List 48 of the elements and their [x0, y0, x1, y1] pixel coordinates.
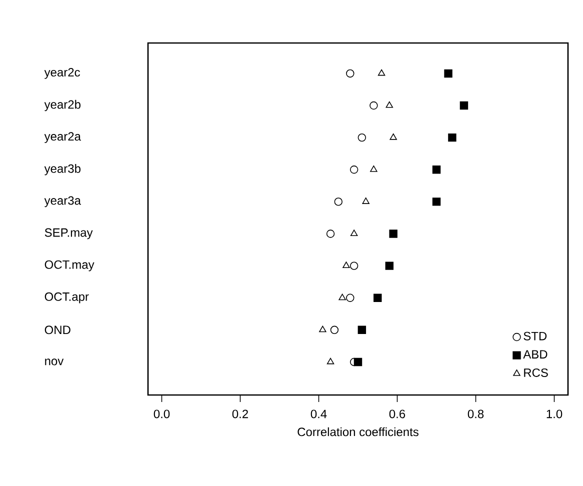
y-tick-label: year2a: [44, 132, 81, 144]
point: [350, 262, 358, 270]
y-tick-label: year2b: [44, 100, 80, 112]
point: [346, 294, 354, 302]
point: [444, 69, 452, 78]
y-tick-label: SEP.may: [44, 228, 93, 240]
point: [385, 262, 394, 270]
y-tick-label: OND: [44, 326, 70, 334]
x-tick-label: 0.8: [468, 410, 484, 418]
point: [338, 294, 346, 300]
x-tick-label: 0.6: [389, 410, 406, 418]
point: [460, 101, 468, 110]
point: [390, 133, 397, 140]
point: [350, 230, 358, 236]
legend-label: STD: [524, 332, 547, 340]
point: [358, 133, 366, 142]
point: [334, 198, 342, 206]
y-tick-label: year3a: [44, 196, 81, 208]
y-tick-label: OCT.may: [44, 260, 94, 272]
x-tick-label: 0.0: [154, 410, 170, 418]
point: [358, 326, 366, 334]
point: [350, 166, 358, 174]
point: [370, 101, 378, 110]
point: [432, 198, 441, 206]
point: [378, 69, 386, 76]
x-tick-label: 0.4: [310, 410, 327, 418]
point: [346, 69, 354, 78]
point: [330, 326, 339, 334]
legend-label: ABD: [523, 350, 548, 358]
point: [389, 230, 398, 238]
point: [370, 166, 378, 172]
y-tick-label: nov: [45, 358, 64, 366]
point: [362, 198, 370, 204]
point: [326, 358, 334, 364]
point: [432, 166, 441, 174]
x-tick-label: 0.2: [232, 410, 248, 418]
point: [342, 262, 350, 268]
y-tick-label: OCT.apr: [44, 292, 89, 304]
point: [448, 133, 456, 142]
point: [319, 326, 326, 332]
point: [326, 230, 335, 238]
y-tick-label: year3b: [44, 164, 80, 176]
y-tick-label: year2c: [44, 68, 80, 79]
point: [386, 101, 394, 108]
legend-label: RCS: [524, 368, 548, 377]
x-axis-title: Correlation coefficients: [298, 427, 418, 436]
point: [374, 294, 382, 302]
x-tick-label: 1.0: [546, 410, 562, 418]
